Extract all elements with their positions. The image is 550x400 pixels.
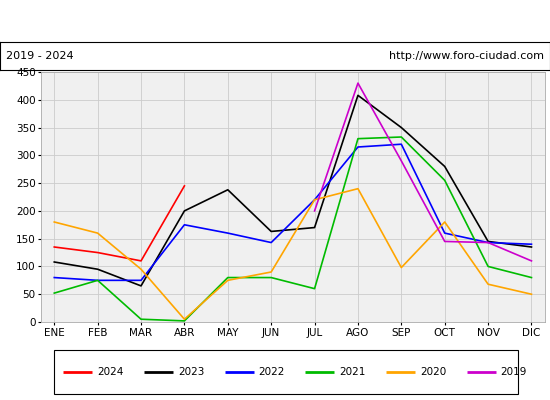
Text: 2019: 2019 (500, 367, 527, 377)
Text: 2024: 2024 (97, 367, 124, 377)
Text: 2022: 2022 (258, 367, 285, 377)
Text: 2019 - 2024: 2019 - 2024 (6, 51, 73, 61)
Text: 2021: 2021 (339, 367, 366, 377)
Text: http://www.foro-ciudad.com: http://www.foro-ciudad.com (389, 51, 544, 61)
Text: 2020: 2020 (420, 367, 446, 377)
Text: Evolucion Nº Turistas Extranjeros en el municipio de Valderrobres: Evolucion Nº Turistas Extranjeros en el … (57, 14, 493, 28)
Text: 2023: 2023 (178, 367, 204, 377)
